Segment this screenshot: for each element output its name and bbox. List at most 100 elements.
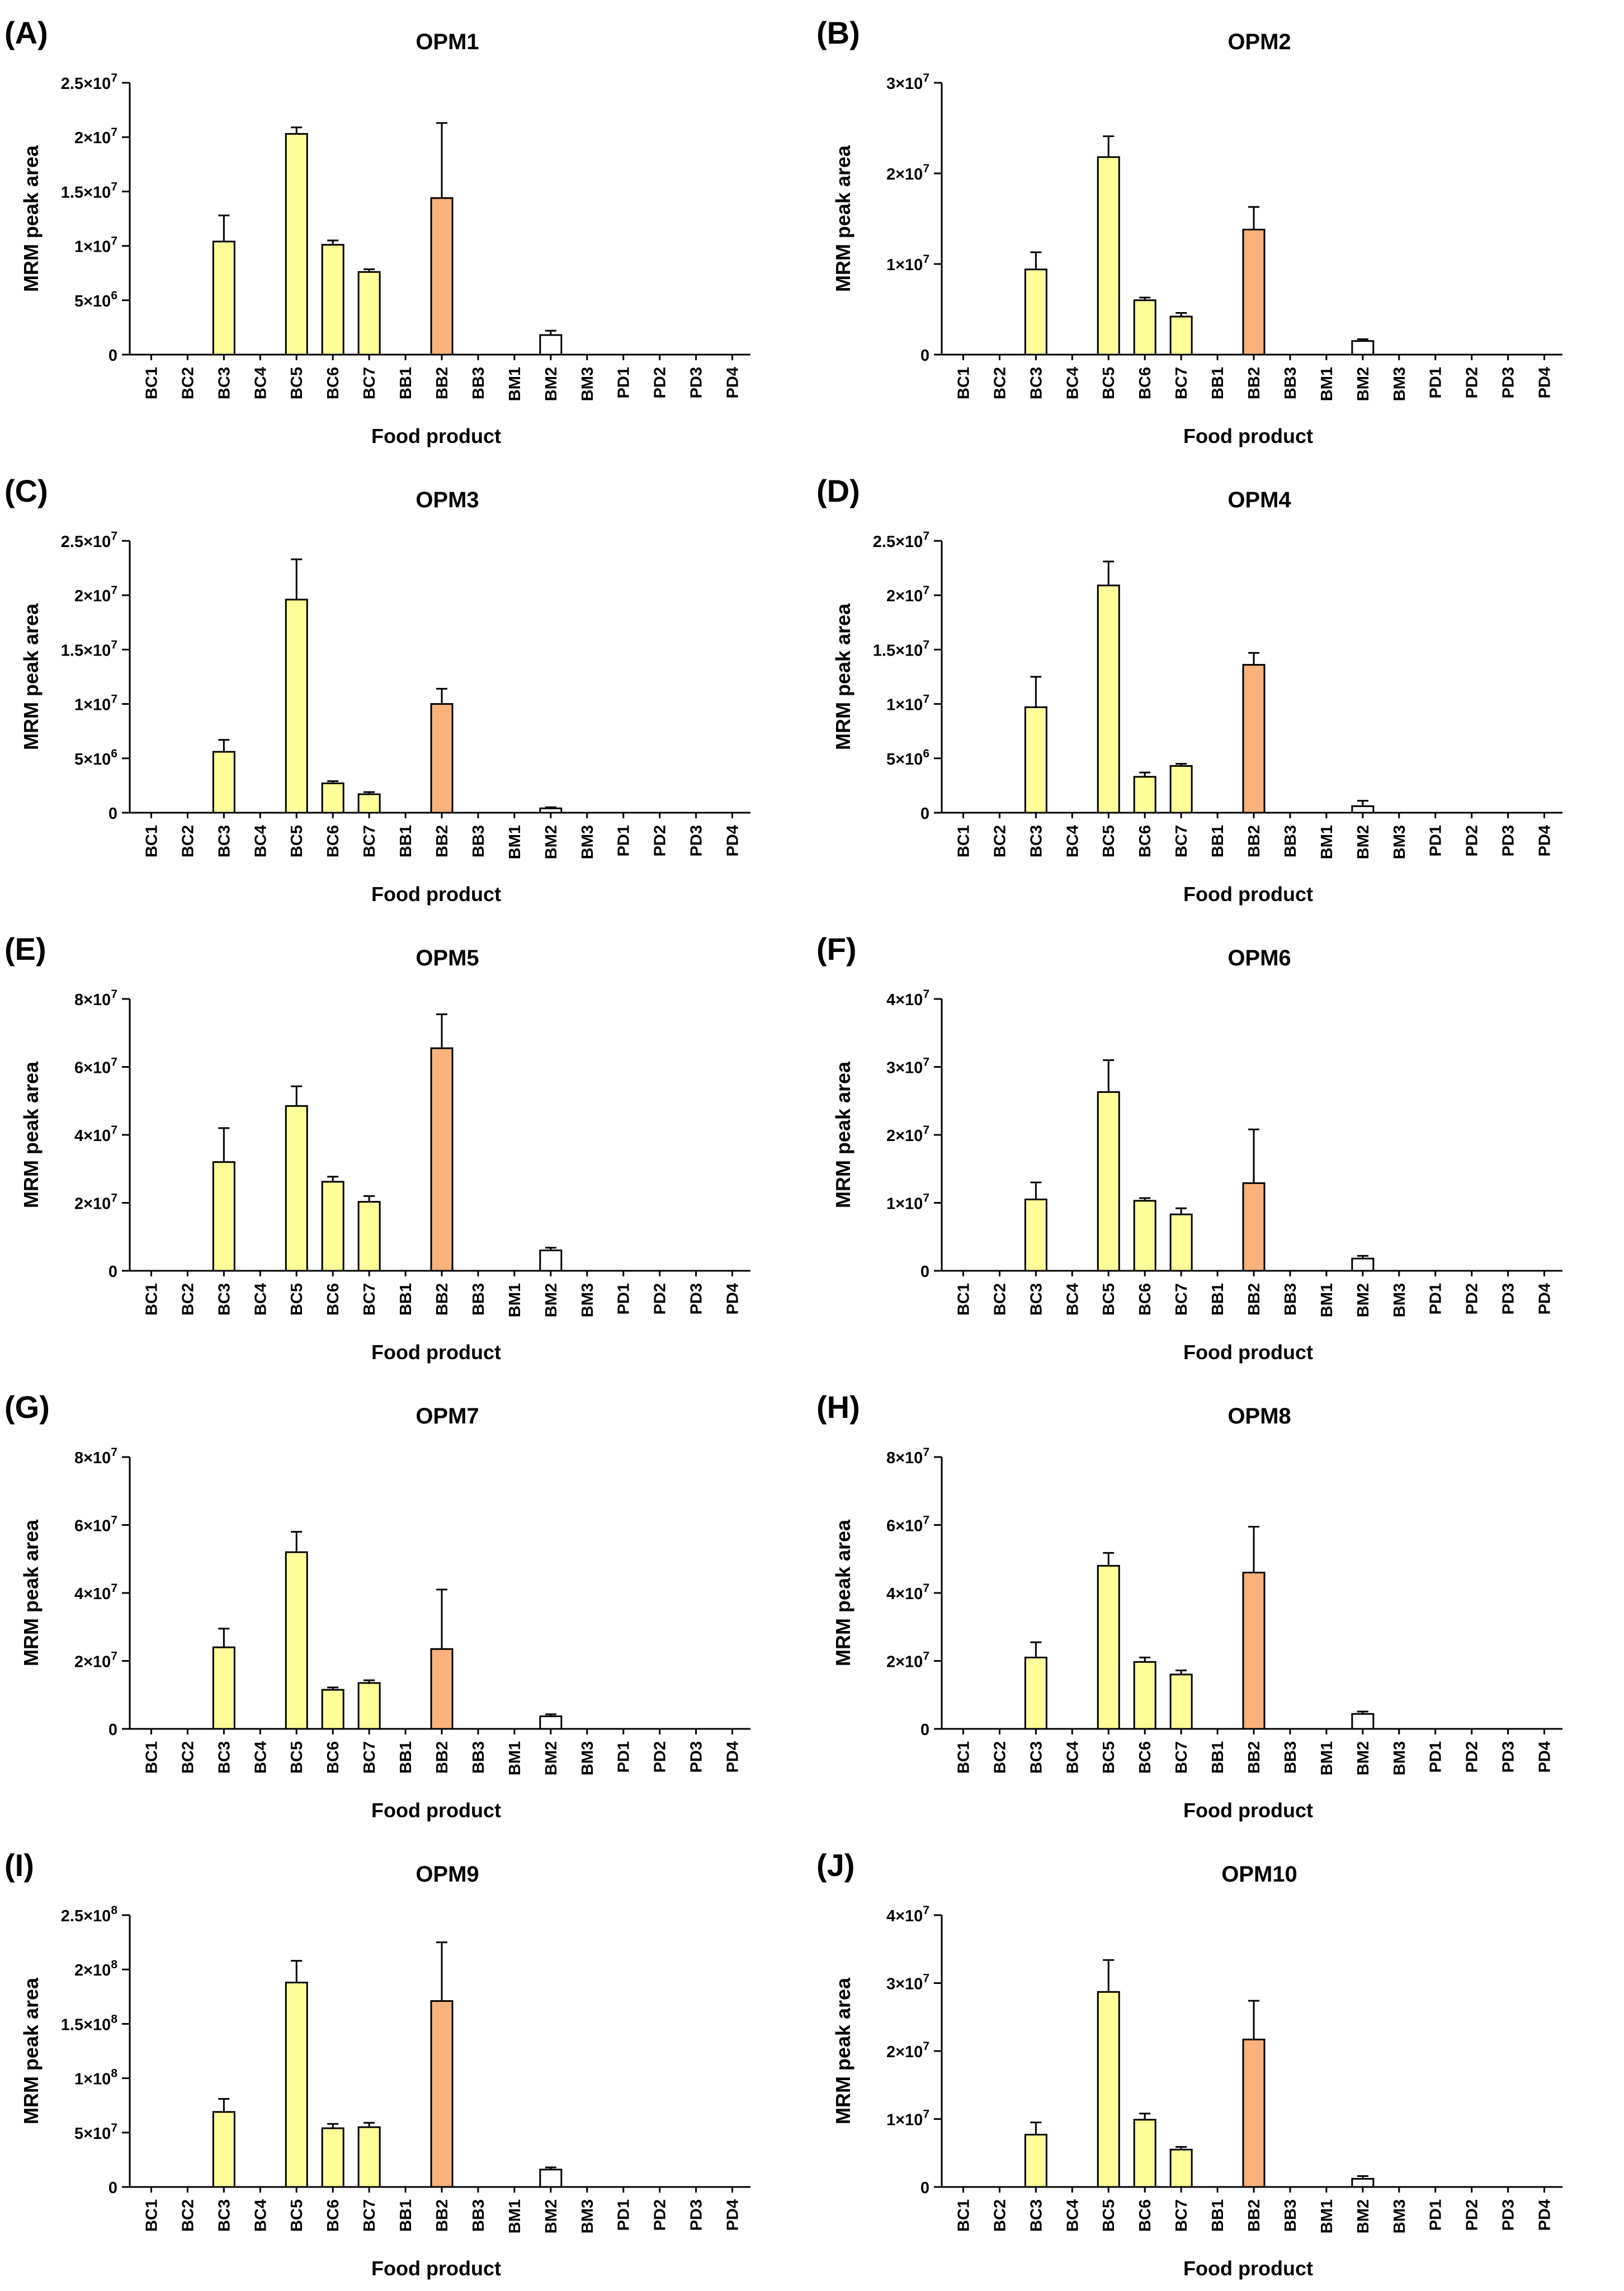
- x-tick-label: BB1: [397, 825, 415, 857]
- y-tick-label: 1.5×107: [873, 638, 929, 659]
- x-tick-label: PD1: [1427, 367, 1445, 398]
- bar-bb2: [1242, 228, 1266, 356]
- y-tick-exponent: 7: [111, 1056, 117, 1069]
- x-tick-label: BC2: [991, 2199, 1009, 2232]
- x-tick-label: PD2: [1464, 2199, 1481, 2231]
- x-tick-label: PD2: [1464, 825, 1481, 856]
- y-axis-label: MRM peak area: [832, 1977, 855, 2124]
- x-tick-label: BM2: [1354, 367, 1372, 401]
- chart-opm9: (I) OPM9 MRM peak area Food product 0 5×107 1×…: [4, 1847, 750, 2280]
- x-tick-label: BB3: [1282, 367, 1300, 399]
- y-tick-mantissa: 0: [108, 805, 117, 823]
- x-tick-label: BM2: [542, 1741, 560, 1775]
- y-axis-label: MRM peak area: [20, 1977, 43, 2124]
- y-tick-label: 0: [108, 1721, 117, 1739]
- x-tick-label: PD2: [1464, 1741, 1481, 1773]
- bar-bc3: [1024, 1656, 1047, 1730]
- y-tick-label: 2×107: [74, 1192, 117, 1213]
- y-tick-exponent: 7: [923, 1056, 929, 1069]
- bar-bm2: [1351, 1713, 1375, 1730]
- y-tick-mantissa: 0: [108, 1721, 117, 1739]
- y-tick-mantissa: 2×10: [886, 166, 923, 183]
- y-tick-exponent: 6: [111, 289, 117, 302]
- x-tick-label: BC3: [1027, 367, 1045, 399]
- x-tick-label: BB2: [1245, 1283, 1263, 1316]
- chart-title: OPM5: [416, 946, 479, 970]
- x-axis-label: Food product: [371, 1341, 501, 1364]
- x-tick-label: BC4: [252, 1741, 270, 1774]
- bar-bc7: [357, 2126, 381, 2188]
- bar-bm2: [1351, 2177, 1375, 2188]
- y-tick-exponent: 7: [923, 1904, 929, 1917]
- y-tick-label: 4×107: [74, 1582, 117, 1603]
- y-tick-exponent: 7: [111, 180, 117, 193]
- bar-bm2: [1351, 1257, 1375, 1272]
- x-tick-label: BC1: [143, 367, 160, 399]
- x-tick-label: BC4: [252, 1283, 270, 1316]
- x-tick-label: BB3: [1282, 1741, 1300, 1774]
- x-tick-label: BC1: [143, 1741, 160, 1774]
- x-tick-label: BM3: [1391, 1283, 1409, 1317]
- y-tick-mantissa: 3×10: [886, 1059, 923, 1077]
- x-axis-label: Food product: [1183, 425, 1313, 447]
- bar-bc5: [285, 598, 308, 814]
- y-tick-exponent: 7: [923, 1192, 929, 1205]
- x-axis-label: Food product: [1183, 2257, 1313, 2280]
- y-tick-exponent: 7: [923, 584, 929, 597]
- x-tick-label: BC7: [361, 1283, 379, 1316]
- y-tick-label: 1×107: [74, 693, 117, 714]
- x-tick-label: PD3: [688, 1283, 706, 1314]
- x-tick-label: PD4: [1536, 1283, 1554, 1314]
- x-tick-label: BC5: [1100, 825, 1118, 857]
- panel-letter: (E): [4, 931, 46, 967]
- y-tick-mantissa: 8×10: [74, 991, 111, 1009]
- y-tick-mantissa: 4×10: [886, 991, 923, 1009]
- y-tick-mantissa: 0: [108, 2179, 117, 2197]
- bar-bc5: [1097, 1564, 1120, 1730]
- y-tick-mantissa: 1.5×10: [873, 642, 923, 659]
- y-tick-exponent: 8: [111, 1904, 117, 1917]
- x-tick-label: BB1: [397, 1741, 415, 1774]
- y-tick-label: 6×107: [886, 1514, 929, 1535]
- y-tick-exponent: 7: [111, 584, 117, 597]
- y-axis-label: MRM peak area: [832, 1519, 855, 1666]
- chart-title: OPM9: [416, 1862, 479, 1887]
- x-tick-label: BC6: [1136, 367, 1154, 399]
- y-tick-mantissa: 2×10: [74, 129, 111, 147]
- x-tick-label: BB2: [433, 367, 451, 399]
- y-tick-label: 1×107: [886, 693, 929, 714]
- y-tick-mantissa: 5×10: [74, 751, 111, 769]
- x-tick-label: BC4: [1064, 367, 1082, 399]
- y-tick-label: 4×107: [886, 988, 929, 1009]
- chart-panel-h: (H) OPM8 MRM peak area Food product 0 2×107 4×…: [812, 1374, 1624, 1832]
- x-tick-label: BC5: [288, 367, 306, 399]
- x-tick-label: BC3: [1027, 1283, 1045, 1316]
- x-tick-label: BM3: [1391, 825, 1409, 859]
- y-tick-mantissa: 2.5×10: [61, 1907, 111, 1925]
- y-tick-label: 2×108: [74, 1958, 117, 1979]
- y-tick-mantissa: 2×10: [886, 2043, 923, 2061]
- bar-bc5: [285, 1105, 308, 1272]
- x-tick-label: BC7: [361, 825, 379, 857]
- x-tick-label: BC7: [1173, 367, 1191, 399]
- y-tick-label: 2.5×107: [873, 530, 929, 551]
- bar-bc3: [212, 1646, 235, 1730]
- x-tick-label: BC1: [955, 825, 972, 857]
- y-tick-mantissa: 8×10: [74, 1449, 111, 1467]
- y-tick-label: 2×107: [886, 1124, 929, 1145]
- y-tick-mantissa: 1×10: [74, 238, 111, 256]
- panel-letter: (D): [816, 473, 860, 508]
- bar-bm2: [539, 1250, 563, 1272]
- chart-panel-j: (J) OPM10 MRM peak area Food product 0 1×107 2…: [812, 1832, 1624, 2290]
- y-tick-label: 5×107: [74, 2122, 117, 2143]
- x-tick-label: BB3: [470, 1283, 488, 1316]
- x-tick-label: BC3: [215, 2199, 233, 2232]
- y-tick-label: 1×107: [886, 253, 929, 274]
- y-tick-label: 2.5×107: [61, 530, 117, 551]
- x-tick-label: BC3: [215, 1741, 233, 1774]
- x-tick-label: PD3: [688, 825, 706, 856]
- x-tick-label: PD1: [615, 1283, 633, 1314]
- y-tick-exponent: 7: [923, 72, 929, 84]
- x-tick-label: BB1: [1209, 2199, 1227, 2232]
- x-tick-label: PD1: [1427, 825, 1445, 856]
